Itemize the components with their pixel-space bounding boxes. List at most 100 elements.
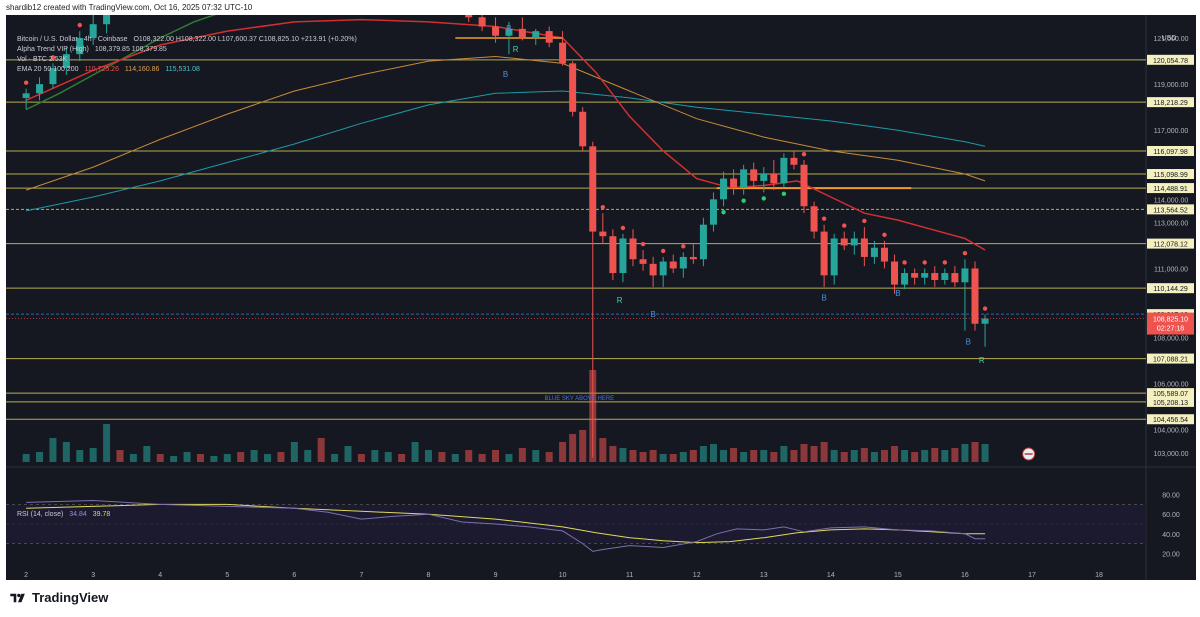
x-tick-label-2: 4 <box>158 572 162 579</box>
candle-body <box>599 231 607 237</box>
volume-bar <box>357 454 365 462</box>
x-tick-label-13: 15 <box>894 572 902 579</box>
signal-marker-4: B <box>650 310 655 319</box>
volume-bar <box>76 450 84 462</box>
volume-bar <box>880 450 888 462</box>
candle-52 <box>941 268 949 285</box>
candle-36 <box>780 153 788 188</box>
candle-13 <box>545 26 553 48</box>
legend-ema-value-2: 114,160.86 <box>124 66 160 73</box>
level-tag-box-7 <box>1147 283 1194 294</box>
candle-body <box>639 259 647 264</box>
level-tag-3: 115,098.99 <box>1147 169 1194 180</box>
candle-body <box>931 273 939 280</box>
legend-volume-row[interactable]: Vol · BTC 2.53K <box>17 55 357 65</box>
candle-body <box>492 26 500 36</box>
candle-32 <box>740 164 748 195</box>
ema20-line <box>25 18 986 251</box>
candle-21 <box>629 229 637 267</box>
candle-body <box>609 236 617 274</box>
candle-49 <box>911 268 919 285</box>
volume-bar <box>532 450 540 462</box>
x-tick-label-0: 2 <box>24 572 28 579</box>
candle-47 <box>891 254 899 294</box>
legend-ema-value-1: 110,725.26 <box>84 66 119 73</box>
volume-bar <box>750 450 758 462</box>
candle-body <box>569 63 577 112</box>
candle-26 <box>679 252 687 278</box>
volume-bar <box>465 450 473 462</box>
candle-body <box>579 111 587 147</box>
volume-bar <box>290 442 298 462</box>
trend-dot <box>660 248 666 254</box>
volume-bar <box>891 446 899 462</box>
signal-marker-7: B <box>966 337 971 346</box>
candle-31 <box>730 169 738 195</box>
trend-dot <box>681 244 686 249</box>
volume-bar <box>579 430 587 462</box>
candle-7 <box>465 15 473 22</box>
volume-bar <box>800 444 808 462</box>
trend-dot <box>781 191 787 197</box>
volume-bar <box>62 442 70 462</box>
price-tick-label-2: 117,000.00 <box>1154 128 1189 135</box>
rsi-legend-value: 34.84 <box>69 511 87 518</box>
candle-55 <box>971 261 979 331</box>
candle-15 <box>569 61 577 117</box>
volume-bar <box>981 444 989 462</box>
level-tag-0: 120,054.78 <box>1147 54 1194 65</box>
volume-bar <box>277 452 285 462</box>
volume-bar <box>478 454 486 462</box>
volume-bar <box>505 454 513 462</box>
legend-volume: Vol · BTC 2.53K <box>17 56 68 63</box>
legend-symbol-row[interactable]: Bitcoin / U.S. Dollar · 4h · Coinbase O1… <box>17 35 357 45</box>
candle-30 <box>720 171 728 207</box>
volume-bar <box>22 454 30 462</box>
x-tick-label-6: 8 <box>427 572 431 579</box>
x-tick-label-9: 11 <box>626 572 633 579</box>
chart-legend: Bitcoin / U.S. Dollar · 4h · Coinbase O1… <box>17 35 357 75</box>
currency-label[interactable]: USD <box>1161 35 1177 42</box>
level-tag-7: 110,144.29 <box>1147 283 1194 294</box>
volume-bar <box>780 446 788 462</box>
candle-body <box>760 173 768 181</box>
candle-body <box>951 273 959 283</box>
candle-17 <box>589 141 597 458</box>
candle-body <box>850 238 858 246</box>
rsi-tick-label-0: 80.00 <box>1162 493 1180 500</box>
candle-body <box>62 54 70 68</box>
level-tag-label-11: 105,208.13 <box>1153 400 1188 407</box>
x-tick-label-16: 18 <box>1095 572 1103 579</box>
volume-bar <box>850 450 858 462</box>
current-price-box <box>1147 312 1194 335</box>
rsi-legend[interactable]: RSI (14, close) 34.84 39.78 <box>17 511 114 518</box>
level-tag-box-9 <box>1147 353 1194 364</box>
volume-bar <box>116 450 124 462</box>
volume-bar <box>398 454 406 462</box>
legend-ema-row[interactable]: EMA 20 50 100 200 110,725.26 114,160.86 … <box>17 65 357 75</box>
candle-body <box>619 238 627 274</box>
candle-body <box>720 178 728 200</box>
rsi-tick-label-1: 60.00 <box>1162 512 1180 519</box>
candle-body <box>921 273 929 278</box>
signal-marker-6: B <box>895 289 900 298</box>
x-tick-label-15: 17 <box>1028 572 1036 579</box>
candle-37 <box>790 150 798 170</box>
volume-bar <box>609 446 617 462</box>
level-tag-label-0: 120,054.78 <box>1153 58 1188 65</box>
chart-panel[interactable]: 121,000.00 119,000.00 117,000.00 114,000.00… <box>6 15 1196 580</box>
candle-body <box>679 256 687 269</box>
level-tag-label-2: 116,097.98 <box>1153 149 1188 156</box>
chart-canvas[interactable]: 121,000.00 119,000.00 117,000.00 114,000.00… <box>6 15 1196 580</box>
volume-bar <box>156 454 164 462</box>
tradingview-brand[interactable]: TradingView <box>8 590 108 605</box>
x-tick-label-1: 3 <box>91 572 95 579</box>
candle-body <box>740 169 748 188</box>
candle-34 <box>760 167 768 193</box>
candle-body <box>689 256 697 260</box>
candle-54 <box>961 259 969 331</box>
volume-bar <box>411 442 419 462</box>
candle-10 <box>505 21 513 55</box>
candle-body <box>810 206 818 232</box>
legend-indicator-row[interactable]: Alpha Trend VIP (High) 108,379.85 108,37… <box>17 45 357 55</box>
